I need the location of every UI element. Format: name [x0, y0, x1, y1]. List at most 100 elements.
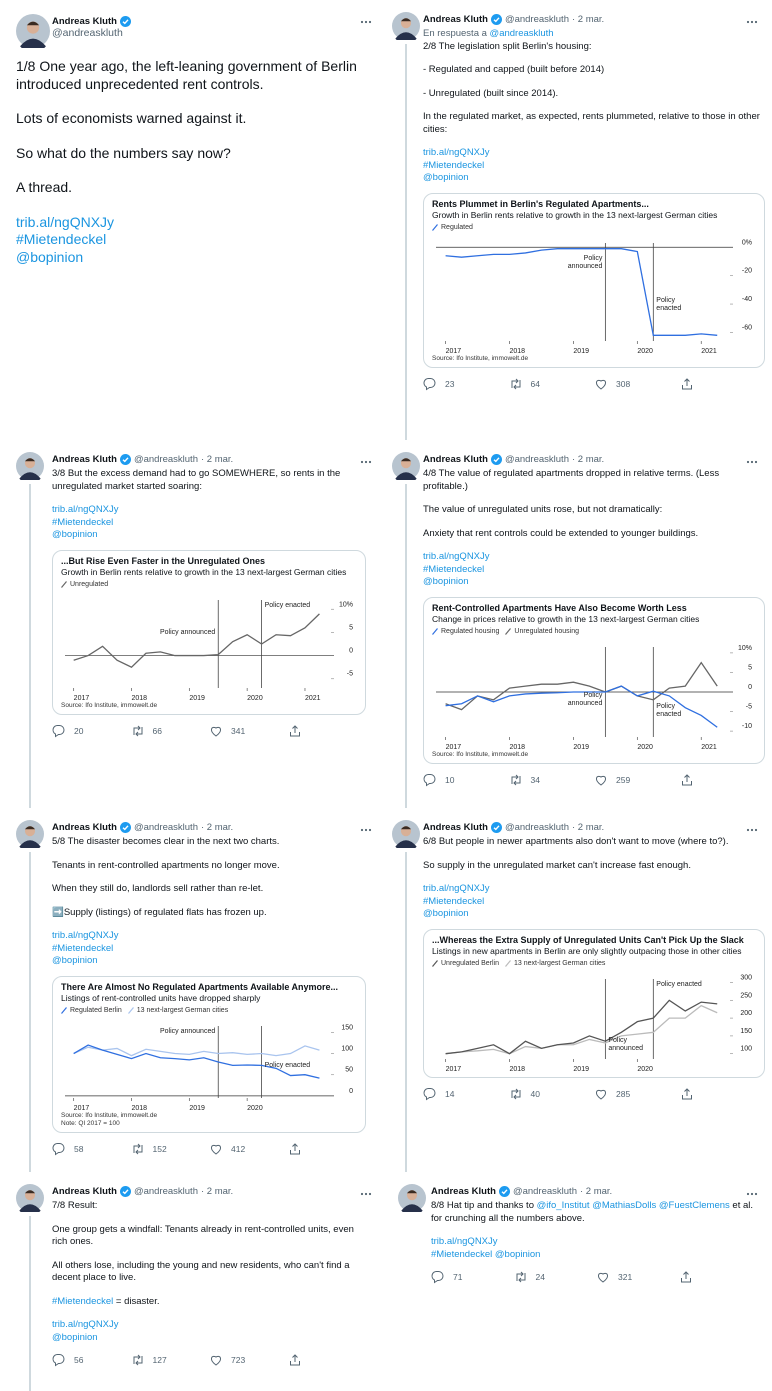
tweet-link[interactable]: @ifo_Institut @MathiasDolls @FuestClemen… [536, 1200, 730, 1211]
tweet-link[interactable]: trib.al/ngQNXJy [52, 504, 119, 515]
share-action[interactable] [288, 724, 367, 738]
tweet-link[interactable]: #Mietendeckel [16, 231, 107, 247]
tweet-link[interactable]: trib.al/ngQNXJy [52, 930, 119, 941]
retweet-icon[interactable] [514, 1270, 528, 1284]
reply-icon[interactable] [423, 1087, 437, 1101]
retweet-icon[interactable] [131, 1142, 145, 1156]
reply-icon[interactable] [423, 773, 437, 787]
x-tick-label: 2018 [132, 695, 148, 702]
tweet-link[interactable]: trib.al/ngQNXJy [423, 551, 490, 562]
share-icon[interactable] [680, 773, 694, 787]
like-icon[interactable] [209, 1353, 223, 1367]
share-icon[interactable] [288, 1353, 302, 1367]
retweet-action[interactable]: 40 [509, 1087, 595, 1101]
like-action[interactable]: 285 [594, 1087, 680, 1101]
retweet-action[interactable]: 152 [131, 1142, 210, 1156]
tweet-link[interactable]: @bopinion [52, 529, 98, 540]
more-menu[interactable] [360, 460, 372, 464]
tweet-link[interactable]: @bopinion [16, 248, 84, 265]
author-name: Andreas Kluth [52, 1186, 117, 1197]
share-icon[interactable] [679, 1270, 693, 1284]
share-icon[interactable] [288, 1142, 302, 1156]
verified-badge [119, 1186, 131, 1197]
like-action[interactable]: 259 [594, 773, 680, 787]
like-icon[interactable] [594, 377, 608, 391]
reply-action[interactable]: 23 [423, 377, 509, 391]
share-action[interactable] [680, 377, 766, 391]
like-action[interactable]: 308 [594, 377, 680, 391]
tweet-link[interactable]: trib.al/ngQNXJy [423, 883, 490, 894]
like-icon[interactable] [596, 1270, 610, 1284]
reply-action[interactable]: 71 [431, 1270, 514, 1284]
share-action[interactable] [679, 1270, 762, 1284]
retweet-icon[interactable] [509, 773, 523, 787]
reply-icon[interactable] [52, 1142, 66, 1156]
reply-icon[interactable] [423, 377, 437, 391]
share-action[interactable] [288, 1142, 367, 1156]
reply-action[interactable]: 14 [423, 1087, 509, 1101]
like-action[interactable]: 412 [209, 1142, 288, 1156]
retweet-action[interactable]: 66 [131, 724, 210, 738]
retweet-action[interactable]: 127 [131, 1353, 210, 1367]
more-menu[interactable] [746, 460, 758, 464]
retweet-icon[interactable] [509, 377, 523, 391]
y-tick-label: 100 [341, 1046, 353, 1053]
more-menu[interactable] [360, 20, 372, 24]
more-menu[interactable] [360, 828, 372, 832]
reply-icon[interactable] [52, 724, 66, 738]
tweet-link[interactable]: #Mietendeckel [52, 516, 114, 528]
retweet-action[interactable]: 64 [509, 377, 595, 391]
like-icon[interactable] [594, 773, 608, 787]
legend-swatch-part [61, 1007, 67, 1015]
tweet-link[interactable]: #Mietendeckel [423, 563, 485, 575]
more-menu[interactable] [746, 1192, 758, 1196]
tweet-link[interactable]: @bopinion [423, 576, 469, 587]
retweet-icon[interactable] [131, 1353, 145, 1367]
share-icon-part [681, 378, 692, 390]
retweet-icon[interactable] [509, 1087, 523, 1101]
share-action[interactable] [680, 1087, 766, 1101]
tweet-link[interactable]: trib.al/ngQNXJy [16, 213, 115, 230]
tweet-link[interactable]: #Mietendeckel [423, 159, 485, 171]
like-count: 412 [231, 1143, 246, 1154]
like-action[interactable]: 341 [209, 724, 288, 738]
tweet-link[interactable]: trib.al/ngQNXJy [423, 147, 490, 158]
more-menu[interactable] [746, 20, 758, 24]
reply-action[interactable]: 56 [52, 1353, 131, 1367]
reply-action[interactable]: 58 [52, 1142, 131, 1156]
like-icon[interactable] [594, 1087, 608, 1101]
tweet-link[interactable]: #Mietendeckel [52, 942, 114, 954]
more-menu[interactable] [360, 1192, 372, 1196]
tweet-link[interactable]: @bopinion [52, 1331, 98, 1343]
author-name: Andreas Kluth [423, 822, 488, 833]
tweet-link[interactable]: #Mietendeckel [52, 1295, 114, 1307]
y-tick-label: 300 [740, 975, 752, 982]
share-action[interactable] [680, 773, 766, 787]
chart-source: Source: Ifo Institute, immowelt.de [432, 751, 529, 758]
tweet-link[interactable]: #Mietendeckel @bopinion [431, 1248, 541, 1260]
retweet-action[interactable]: 24 [514, 1270, 597, 1284]
like-icon[interactable] [209, 1142, 223, 1156]
like-action[interactable]: 723 [209, 1353, 288, 1367]
reply-action[interactable]: 20 [52, 724, 131, 738]
tweet-link[interactable]: @bopinion [52, 955, 98, 966]
tweet-link[interactable]: @bopinion [423, 908, 469, 919]
retweet-icon[interactable] [131, 724, 145, 738]
share-icon[interactable] [288, 724, 302, 738]
reply-icon[interactable] [431, 1270, 445, 1284]
share-icon[interactable] [680, 377, 694, 391]
reply-icon[interactable] [52, 1353, 66, 1367]
like-icon[interactable] [209, 724, 223, 738]
like-action[interactable]: 321 [596, 1270, 679, 1284]
y-tick-label: 200 [740, 1010, 752, 1017]
tweet-link[interactable]: trib.al/ngQNXJy [52, 1319, 119, 1330]
share-action[interactable] [288, 1353, 367, 1367]
reply-action[interactable]: 10 [423, 773, 509, 787]
tweet-link[interactable]: #Mietendeckel [423, 895, 485, 907]
more-menu[interactable] [746, 828, 758, 832]
share-icon[interactable] [680, 1087, 694, 1101]
more-menu-part [754, 20, 758, 24]
tweet-link[interactable]: @bopinion [423, 172, 469, 183]
tweet-link[interactable]: trib.al/ngQNXJy [431, 1236, 498, 1247]
retweet-action[interactable]: 34 [509, 773, 595, 787]
